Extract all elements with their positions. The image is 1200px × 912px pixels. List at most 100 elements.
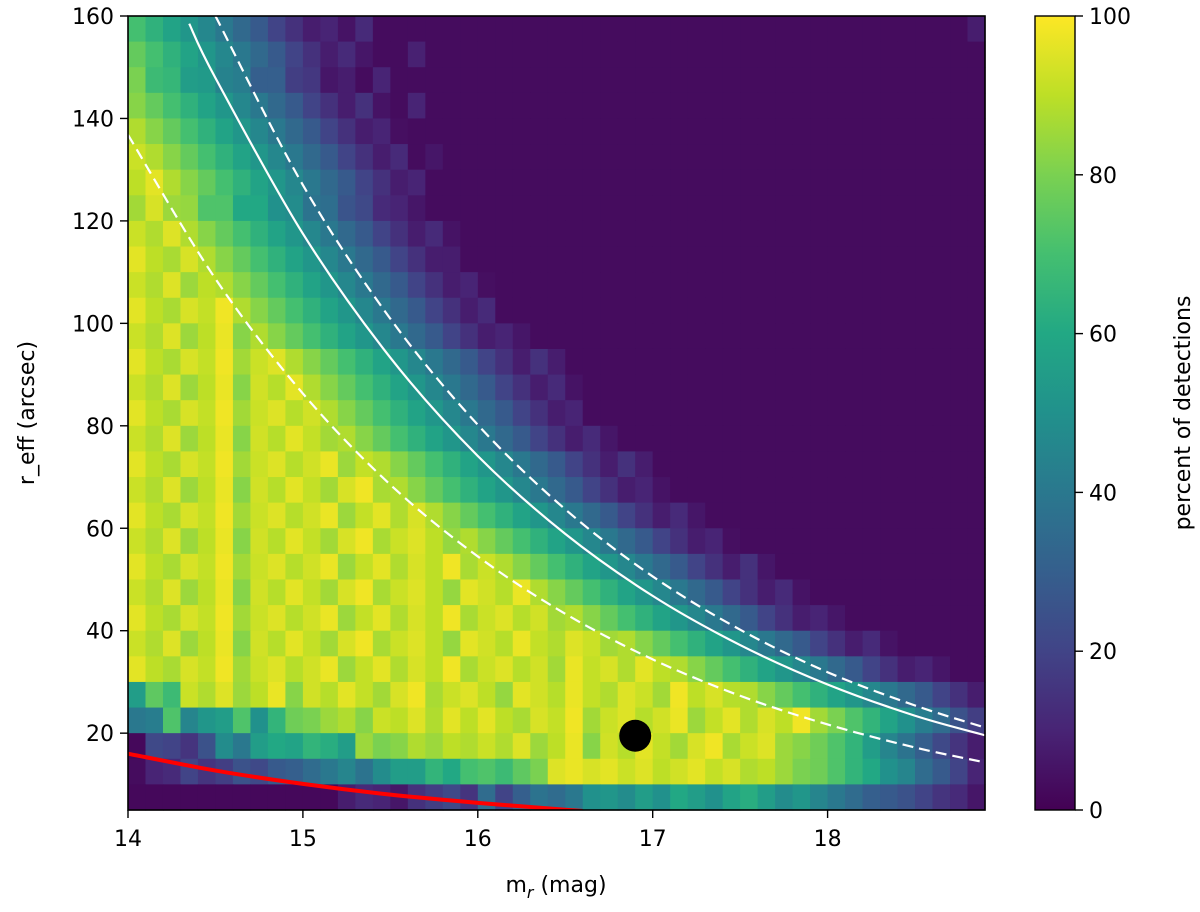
heatmap-cell	[967, 348, 986, 376]
heatmap-cell	[180, 323, 199, 350]
heatmap-cell	[495, 41, 514, 68]
heatmap-cell	[250, 323, 269, 350]
heatmap-cell	[407, 502, 426, 529]
heatmap-cell	[897, 169, 916, 196]
heatmap-cell	[442, 502, 461, 529]
heatmap-cell	[722, 784, 741, 811]
heatmap-cell	[845, 16, 864, 43]
heatmap-cell	[530, 605, 549, 632]
heatmap-cell	[232, 220, 252, 248]
heatmap-cell	[565, 169, 584, 196]
heatmap-cell	[407, 195, 426, 222]
heatmap-cell	[687, 630, 706, 657]
heatmap-cell	[530, 41, 549, 68]
heatmap-cell	[670, 92, 689, 120]
heatmap-cell	[512, 451, 531, 478]
heatmap-cell	[442, 707, 461, 734]
heatmap-cell	[757, 41, 776, 68]
heatmap-cell	[950, 553, 969, 581]
heatmap-cell	[477, 400, 496, 427]
heatmap-cell	[512, 67, 531, 94]
heatmap-cell	[792, 681, 811, 709]
heatmap-cell	[810, 118, 829, 145]
heatmap-cell	[757, 297, 776, 324]
heatmap-cell	[337, 425, 356, 453]
heatmap-cell	[495, 144, 514, 171]
heatmap-cell	[617, 323, 636, 350]
heatmap-cell	[355, 220, 374, 248]
heatmap-cell	[582, 733, 601, 760]
heatmap-cell	[267, 41, 287, 68]
heatmap-cell	[355, 195, 374, 222]
heatmap-cell	[495, 502, 514, 529]
heatmap-cell	[722, 92, 741, 120]
heatmap-cell	[705, 272, 724, 299]
heatmap-cell	[810, 630, 829, 657]
heatmap-cell	[320, 477, 339, 504]
heatmap-cell	[915, 758, 934, 785]
heatmap-cell	[477, 579, 496, 606]
heatmap-cell	[180, 348, 199, 376]
heatmap-cell	[740, 16, 759, 43]
heatmap-cell	[460, 707, 479, 734]
heatmap-cell	[617, 400, 636, 427]
heatmap-cell	[197, 195, 217, 222]
heatmap-cell	[145, 195, 164, 222]
heatmap-cell	[372, 246, 391, 273]
heatmap-cell	[285, 348, 304, 376]
heatmap-cell	[460, 374, 479, 401]
heatmap-cell	[827, 374, 846, 401]
heatmap-cell	[565, 656, 584, 683]
heatmap-cell	[862, 118, 881, 145]
heatmap-cell	[355, 169, 374, 196]
heatmap-cell	[215, 272, 234, 299]
heatmap-cell	[635, 630, 654, 657]
heatmap-cell	[687, 451, 706, 478]
heatmap-cell	[460, 553, 479, 581]
heatmap-cell	[495, 323, 514, 350]
heatmap-cell	[407, 733, 426, 760]
heatmap-cell	[302, 144, 321, 171]
heatmap-cell	[897, 246, 916, 273]
heatmap-cell	[862, 272, 881, 299]
heatmap-cell	[355, 477, 374, 504]
heatmap-cell	[145, 451, 164, 478]
colorbar-tick-label: 0	[1089, 799, 1103, 824]
heatmap-cell	[232, 758, 252, 785]
heatmap-cell	[250, 784, 269, 811]
heatmap-cell	[442, 656, 461, 683]
heatmap-cell	[600, 784, 619, 811]
heatmap-cell	[460, 297, 479, 324]
heatmap-cell	[845, 246, 864, 273]
heatmap-cell	[862, 758, 881, 785]
heatmap-cell	[250, 41, 269, 68]
heatmap-cell	[355, 16, 374, 43]
heatmap-cell	[792, 553, 811, 581]
heatmap-cell	[792, 528, 811, 555]
heatmap-cell	[547, 400, 566, 427]
heatmap-cell	[425, 425, 444, 453]
heatmap-cell	[530, 246, 549, 273]
heatmap-cell	[950, 144, 969, 171]
heatmap-cell	[460, 425, 479, 453]
heatmap-cell	[320, 502, 339, 529]
heatmap-cell	[617, 784, 636, 811]
heatmap-cell	[512, 118, 531, 145]
heatmap-cell	[197, 451, 217, 478]
heatmap-cell	[792, 220, 811, 248]
heatmap-cell	[530, 425, 549, 453]
heatmap-cell	[442, 92, 461, 120]
heatmap-cell	[897, 348, 916, 376]
heatmap-cell	[810, 323, 829, 350]
heatmap-cell	[425, 681, 444, 709]
heatmap-cell	[337, 656, 356, 683]
heatmap-cell	[495, 605, 514, 632]
heatmap-cell	[355, 425, 374, 453]
heatmap-cell	[757, 16, 776, 43]
heatmap-cell	[670, 118, 689, 145]
heatmap-cell	[792, 16, 811, 43]
heatmap-cell	[582, 425, 601, 453]
heatmap-cell	[180, 169, 199, 196]
heatmap-cell	[442, 758, 461, 785]
heatmap-cell	[530, 528, 549, 555]
